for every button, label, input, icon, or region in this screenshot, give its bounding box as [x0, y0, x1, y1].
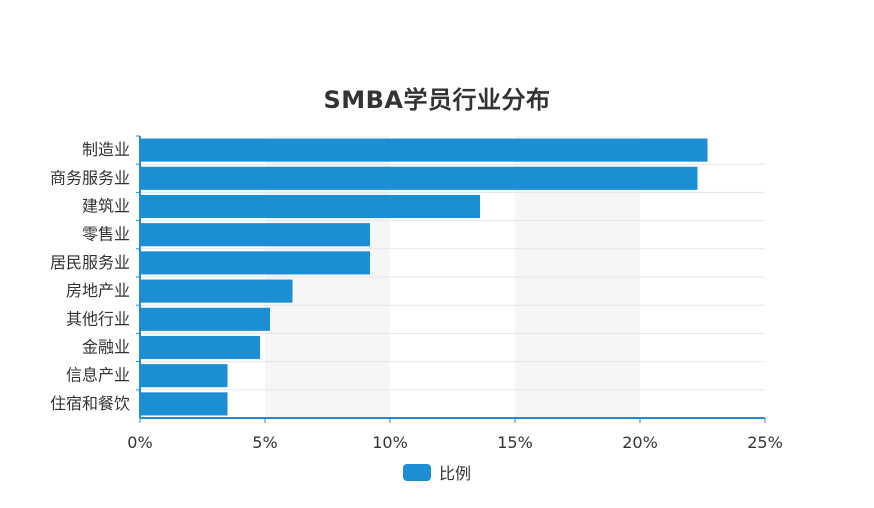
bar-7 [140, 307, 270, 331]
category-label: 其他行业 [66, 309, 130, 328]
legend-label: 比例 [438, 464, 471, 483]
bar-6 [140, 279, 293, 303]
category-label: 住宿和餐饮 [50, 394, 130, 413]
category-label: 居民服务业 [50, 253, 130, 272]
category-label: 信息产业 [66, 366, 130, 385]
bar-8 [140, 335, 260, 360]
bar-1 [140, 138, 708, 162]
bar-2 [140, 166, 698, 190]
x-tick-label: 20% [622, 433, 658, 452]
category-label: 房地产业 [66, 281, 130, 300]
category-label: 金融业 [82, 338, 130, 357]
category-label: 商务服务业 [50, 168, 130, 187]
bar-9 [140, 364, 228, 388]
chart-title: SMBA学员行业分布 [323, 86, 551, 114]
x-tick-label: 15% [497, 433, 533, 452]
bar-5 [140, 251, 370, 275]
x-tick-label: 5% [252, 433, 277, 452]
category-label: 建筑业 [82, 197, 130, 216]
bar-10 [140, 392, 228, 416]
category-label: 零售业 [82, 225, 130, 244]
x-tick-label: 25% [747, 433, 783, 452]
x-tick-label: 10% [372, 433, 408, 452]
legend-swatch [402, 463, 431, 481]
category-label: 制造业 [82, 140, 130, 159]
legend[interactable]: 比例 [0, 460, 874, 484]
bar-4 [140, 223, 370, 247]
bar-3 [140, 194, 480, 219]
x-tick-label: 0% [127, 433, 152, 452]
